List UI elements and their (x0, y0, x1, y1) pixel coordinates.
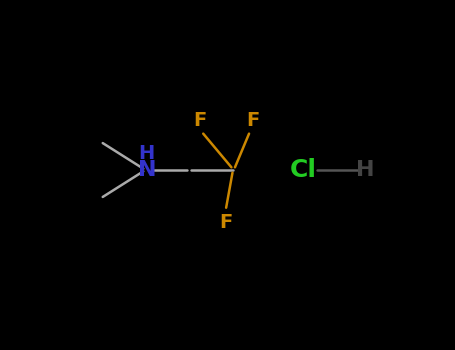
Text: H: H (139, 144, 155, 163)
Text: H: H (356, 160, 374, 180)
Text: F: F (246, 111, 259, 130)
Text: N: N (137, 160, 156, 180)
Text: F: F (219, 213, 233, 232)
Text: F: F (193, 111, 206, 130)
Text: Cl: Cl (290, 158, 317, 182)
